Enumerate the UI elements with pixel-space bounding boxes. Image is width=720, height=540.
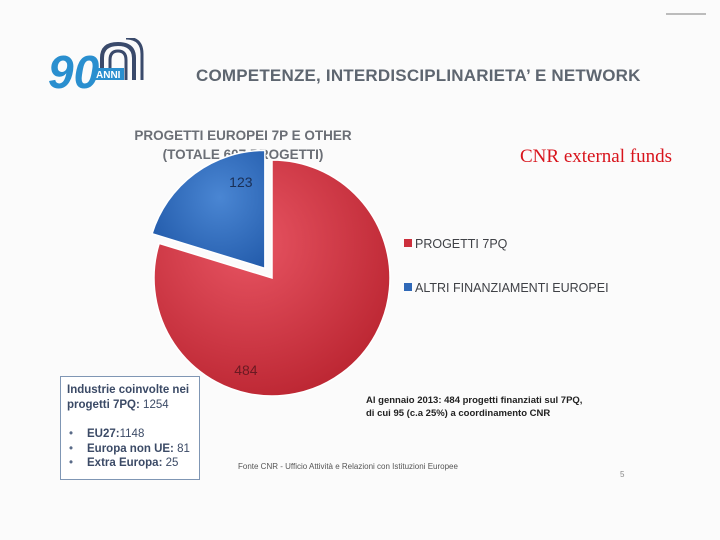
projects-note: Al gennaio 2013: 484 progetti finanziati… <box>366 394 582 420</box>
scan-mark <box>666 13 706 15</box>
slice-label-123: 123 <box>229 174 253 190</box>
source-footer: Fonte CNR - Ufficio Attività e Relazioni… <box>238 462 458 471</box>
overlay-label: CNR external funds <box>520 146 672 167</box>
item-label: Extra Europa: <box>87 457 163 469</box>
info-box-heading: Industrie coinvolte nei progetti 7PQ: <box>67 384 190 411</box>
info-box-list: EU27:1148 Europa non UE: 81 Extra Europa… <box>67 427 193 471</box>
slice-label-484: 484 <box>234 362 258 378</box>
info-box-heading-value: 1254 <box>143 399 169 411</box>
legend-swatch-blue <box>404 283 412 291</box>
item-label: Europa non UE: <box>87 442 174 455</box>
page-number: 5 <box>620 470 625 479</box>
legend-label: PROGETTI 7PQ <box>415 237 508 251</box>
item-label: EU27: <box>87 428 120 440</box>
list-item: EU27:1148 <box>67 427 193 442</box>
pie-slice-altri-finanziamenti <box>151 149 266 270</box>
legend-item-altri-finanziamenti: ALTRI FINANZIAMENTI EUROPEI <box>404 281 609 295</box>
item-value: 25 <box>165 457 179 469</box>
cnr-90-anni-logo: 90 ANNI <box>48 38 144 94</box>
logo-number: 90 <box>48 46 100 94</box>
industries-info-box: Industrie coinvolte nei progetti 7PQ: 12… <box>60 376 200 480</box>
note-line-2: di cui 95 (c.a 25%) a coordinamento CNR <box>366 408 551 419</box>
list-item: Europa non UE: 81 <box>67 442 193 457</box>
note-line-1: Al gennaio 2013: 484 progetti finanziati… <box>366 395 583 406</box>
page-title: COMPETENZE, INTERDISCIPLINARIETA’ E NETW… <box>196 66 641 85</box>
logo-badge: ANNI <box>96 70 121 81</box>
list-item: Extra Europa: 25 <box>67 456 193 471</box>
item-value: 81 <box>177 442 190 455</box>
item-value: 1148 <box>119 428 145 440</box>
legend-item-progetti-7pq: PROGETTI 7PQ <box>404 237 507 251</box>
chart-title-line-1: PROGETTI EUROPEI 7P E OTHER <box>134 128 352 143</box>
pie-slice-progetti-7pq <box>153 159 391 397</box>
legend-label: ALTRI FINANZIAMENTI EUROPEI <box>415 281 609 295</box>
legend-swatch-red <box>404 239 412 247</box>
